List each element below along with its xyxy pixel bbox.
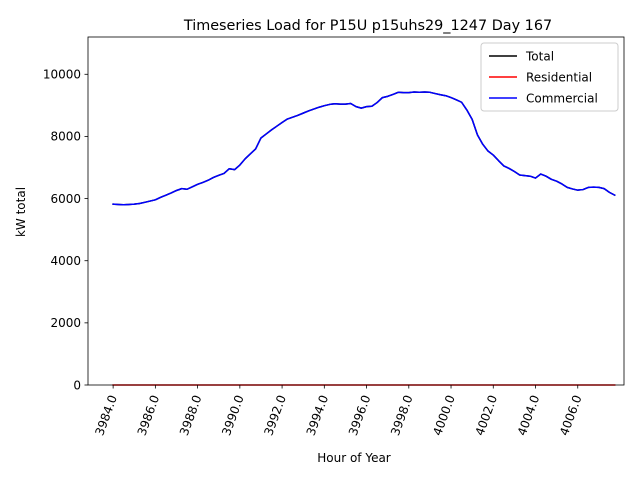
legend-box	[480, 42, 619, 112]
axes-frame	[87, 36, 625, 386]
x-axis-label: Hour of Year	[317, 451, 391, 465]
x-tick-label: 3990.0	[219, 393, 247, 437]
chart-title: Timeseries Load for P15U p15uhs29_1247 D…	[183, 18, 552, 34]
legend: Total Residential Commercial	[480, 42, 619, 112]
series-line-commercial	[112, 91, 616, 206]
x-tick-label: 4006.0	[557, 393, 585, 437]
y-tick-label: 10000	[43, 68, 81, 82]
x-tick-label: 4002.0	[473, 393, 501, 437]
legend-label-commercial: Commercial	[526, 91, 598, 105]
x-tick-label: 3984.0	[92, 393, 120, 437]
x-tick-label: 3998.0	[388, 393, 416, 437]
x-tick-label: 4004.0	[515, 393, 543, 437]
x-tick-label: 3994.0	[304, 393, 332, 437]
y-axis-label: kW total	[14, 187, 28, 237]
legend-label-total: Total	[525, 49, 554, 63]
x-tick-label: 4000.0	[430, 393, 458, 437]
x-tick-label: 3992.0	[261, 393, 289, 437]
x-tick-label: 3986.0	[135, 393, 163, 437]
plot-area	[87, 36, 625, 386]
legend-label-residential: Residential	[526, 70, 592, 84]
y-tick-label: 2000	[50, 316, 81, 330]
y-tick-label: 8000	[50, 130, 81, 144]
x-tick-label: 3988.0	[177, 393, 205, 437]
y-tick-label: 6000	[50, 192, 81, 206]
x-axis-ticks: 3984.0 3986.0 3988.0 3990.0 3992.0 3994.0 3996…	[92, 385, 585, 437]
y-axis-ticks: 0 2000 4000 6000 8000 10000	[43, 68, 88, 392]
y-tick-label: 4000	[50, 254, 81, 268]
y-tick-label: 0	[73, 378, 81, 392]
x-tick-label: 3996.0	[346, 393, 374, 437]
